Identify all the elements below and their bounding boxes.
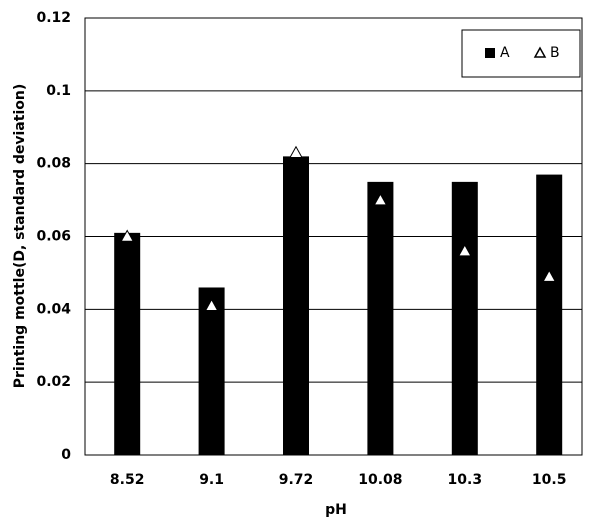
marker [120,229,135,242]
bar [367,181,394,455]
x-axis-label: pH [325,502,347,518]
y-tick-label: 0.12 [36,10,71,26]
marker [542,269,557,282]
legend-label: B [550,45,560,61]
y-axis-label: Printing mottle(D, standard deviation) [12,84,28,388]
y-tick-label: 0 [61,447,71,463]
x-tick-label: 10.3 [448,472,483,488]
x-tick-label: 9.72 [279,472,314,488]
bar [198,287,225,455]
bar [114,232,141,455]
y-tick-label: 0.06 [36,229,71,245]
marker [289,145,303,159]
plot-frame [84,17,583,456]
x-tick-label: 9.1 [199,472,224,488]
y-tick-label: 0.08 [36,156,71,172]
y-tick-label: 0.02 [36,374,71,390]
marker [373,193,388,206]
bar [536,174,563,455]
legend-swatch [533,46,547,58]
x-tick-label: 10.5 [532,472,567,488]
y-tick-label: 0.1 [46,83,71,99]
legend-label: A [500,45,510,61]
marker [457,244,472,257]
y-tick-label: 0.04 [36,301,71,317]
x-tick-label: 8.52 [110,472,145,488]
bar [451,181,478,455]
marker [204,298,219,311]
bar [283,156,309,455]
legend-swatch [485,48,495,58]
legend-box [461,29,581,78]
x-tick-label: 10.08 [358,472,402,488]
